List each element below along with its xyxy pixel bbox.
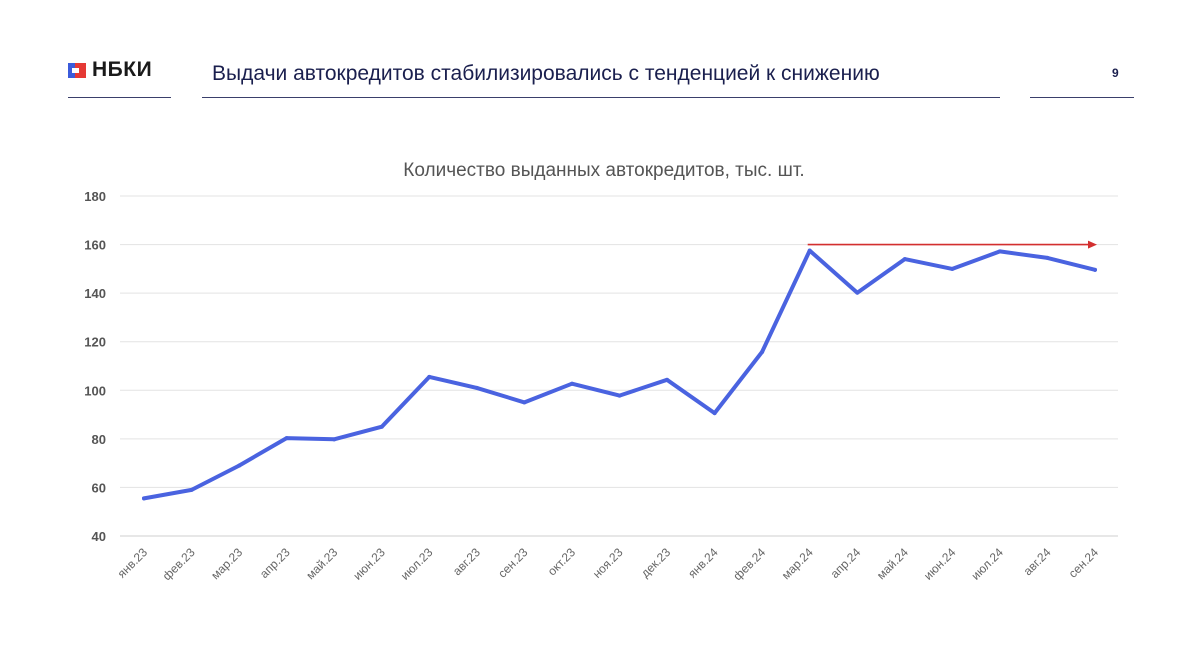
x-tick-label: дек.23 — [638, 545, 673, 580]
trend-arrow-head-icon — [1088, 240, 1097, 249]
x-tick-label: янв.24 — [685, 545, 721, 581]
data-point — [1045, 255, 1050, 260]
data-point — [569, 381, 574, 386]
x-tick-label: мар.24 — [779, 545, 816, 582]
x-tick-label: апр.23 — [257, 545, 293, 581]
logo: НБКИ — [68, 58, 152, 82]
data-point — [284, 436, 289, 441]
data-point — [379, 424, 384, 429]
y-tick-label: 100 — [84, 383, 106, 398]
data-point — [855, 290, 860, 295]
header-rule-right — [1030, 97, 1134, 98]
x-tick-label: сен.23 — [495, 545, 531, 581]
logo-text: НБКИ — [92, 58, 153, 81]
data-point — [617, 393, 622, 398]
x-tick-label: май.24 — [874, 545, 911, 582]
data-point — [807, 248, 812, 253]
x-tick-label: янв.23 — [115, 545, 151, 581]
data-point — [665, 377, 670, 382]
chart-title: Количество выданных автокредитов, тыс. ш… — [403, 160, 804, 181]
x-tick-label: мар.23 — [208, 545, 245, 582]
x-tick-label: окт.23 — [545, 545, 578, 578]
x-tick-label: сен.24 — [1066, 545, 1102, 581]
x-tick-label: фев.23 — [160, 545, 198, 583]
data-point — [427, 374, 432, 379]
logo-mark-icon — [68, 62, 86, 78]
data-point — [902, 257, 907, 262]
x-tick-label: авг.24 — [1021, 545, 1054, 578]
x-tick-label: июл.24 — [968, 545, 1006, 583]
y-tick-label: 40 — [92, 529, 106, 544]
data-point — [237, 463, 242, 468]
data-point — [142, 496, 146, 501]
data-point — [1093, 267, 1097, 272]
y-tick-label: 120 — [84, 335, 106, 350]
y-tick-label: 60 — [92, 480, 106, 495]
data-point — [332, 437, 337, 442]
data-point — [997, 249, 1002, 254]
x-tick-label: авг.23 — [450, 545, 483, 578]
data-point — [760, 349, 765, 354]
y-tick-label: 80 — [92, 432, 106, 447]
data-point — [522, 400, 527, 405]
x-tick-label: ноя.23 — [590, 545, 626, 581]
x-tick-label: июн.24 — [921, 545, 959, 583]
page-number: 9 — [1112, 66, 1119, 80]
y-tick-label: 140 — [84, 286, 106, 301]
y-tick-label: 160 — [84, 238, 106, 253]
header-rule-center — [202, 97, 1000, 98]
header-rule-left — [68, 97, 171, 98]
data-point — [712, 411, 717, 416]
x-tick-label: июн.23 — [350, 545, 388, 583]
x-tick-label: май.23 — [303, 545, 340, 582]
x-tick-label: июл.23 — [398, 545, 436, 583]
x-tick-label: апр.24 — [828, 545, 864, 581]
y-tick-label: 180 — [84, 189, 106, 204]
series-line — [142, 248, 1097, 501]
data-point — [474, 385, 479, 390]
page-title: Выдачи автокредитов стабилизировались с … — [212, 62, 880, 85]
data-point — [950, 266, 955, 271]
x-tick-label: фев.24 — [730, 545, 768, 583]
data-point — [189, 487, 194, 492]
